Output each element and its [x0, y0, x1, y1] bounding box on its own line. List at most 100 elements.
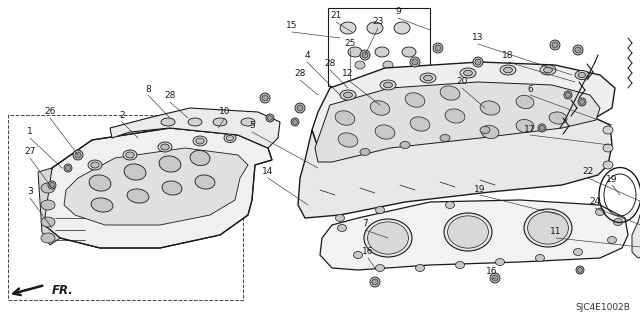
Ellipse shape [64, 164, 72, 172]
Ellipse shape [376, 264, 385, 271]
Ellipse shape [540, 65, 556, 75]
Ellipse shape [490, 273, 500, 283]
Text: 6: 6 [527, 85, 533, 93]
Ellipse shape [573, 45, 583, 55]
Ellipse shape [495, 258, 504, 265]
Ellipse shape [527, 212, 568, 244]
Ellipse shape [492, 275, 498, 281]
Ellipse shape [124, 164, 146, 180]
Ellipse shape [603, 161, 613, 169]
Text: 24: 24 [589, 197, 600, 206]
Ellipse shape [161, 118, 175, 126]
Text: 13: 13 [472, 33, 484, 42]
Ellipse shape [41, 183, 55, 193]
Ellipse shape [456, 262, 465, 269]
Ellipse shape [50, 182, 54, 187]
Ellipse shape [435, 45, 441, 51]
Ellipse shape [337, 225, 346, 232]
Text: 9: 9 [395, 8, 401, 17]
Ellipse shape [188, 118, 202, 126]
Ellipse shape [190, 151, 210, 166]
Ellipse shape [375, 47, 389, 57]
Ellipse shape [75, 152, 81, 158]
Text: 2: 2 [119, 112, 125, 121]
Ellipse shape [367, 222, 408, 254]
Text: 26: 26 [44, 108, 56, 116]
Ellipse shape [405, 93, 425, 107]
Text: 12: 12 [342, 70, 354, 78]
Ellipse shape [295, 103, 305, 113]
Text: 19: 19 [606, 174, 618, 183]
Ellipse shape [573, 249, 582, 256]
Ellipse shape [516, 95, 534, 108]
Text: 8: 8 [145, 85, 151, 93]
Ellipse shape [335, 111, 355, 125]
Ellipse shape [536, 255, 545, 262]
Text: 21: 21 [330, 11, 342, 20]
Ellipse shape [578, 268, 582, 272]
Ellipse shape [543, 67, 552, 73]
Ellipse shape [367, 22, 383, 34]
Ellipse shape [463, 70, 472, 76]
Ellipse shape [292, 120, 298, 124]
Ellipse shape [516, 119, 534, 133]
Ellipse shape [297, 105, 303, 111]
Ellipse shape [260, 93, 270, 103]
Ellipse shape [227, 135, 234, 141]
Ellipse shape [340, 22, 356, 34]
Ellipse shape [372, 279, 378, 285]
Ellipse shape [123, 150, 137, 160]
Ellipse shape [433, 43, 443, 53]
Polygon shape [64, 148, 248, 225]
Ellipse shape [213, 118, 227, 126]
Ellipse shape [370, 277, 380, 287]
Text: 5: 5 [249, 122, 255, 130]
Ellipse shape [549, 112, 567, 124]
Ellipse shape [291, 118, 299, 126]
Ellipse shape [89, 175, 111, 191]
Ellipse shape [614, 219, 623, 226]
Ellipse shape [360, 149, 370, 155]
Ellipse shape [578, 72, 586, 78]
Ellipse shape [444, 213, 492, 251]
Ellipse shape [158, 142, 172, 152]
Ellipse shape [415, 264, 424, 271]
Text: 4: 4 [304, 51, 310, 61]
Ellipse shape [88, 160, 102, 170]
Ellipse shape [473, 57, 483, 67]
Ellipse shape [195, 175, 215, 189]
Ellipse shape [65, 166, 70, 170]
Ellipse shape [538, 124, 546, 132]
Ellipse shape [41, 233, 55, 243]
Ellipse shape [575, 47, 581, 53]
Ellipse shape [603, 144, 613, 152]
Ellipse shape [355, 61, 365, 69]
Text: 17: 17 [524, 124, 536, 133]
Ellipse shape [445, 202, 454, 209]
Ellipse shape [445, 109, 465, 123]
Ellipse shape [603, 126, 613, 134]
Ellipse shape [348, 47, 362, 57]
Ellipse shape [578, 98, 586, 106]
Ellipse shape [364, 219, 412, 257]
Ellipse shape [504, 67, 513, 73]
Ellipse shape [424, 75, 433, 81]
Ellipse shape [48, 181, 56, 189]
Text: 7: 7 [362, 219, 368, 228]
Text: 28: 28 [164, 92, 176, 100]
Ellipse shape [440, 135, 450, 142]
Bar [328, 8, 430, 86]
Ellipse shape [412, 59, 418, 65]
Ellipse shape [127, 189, 149, 203]
Polygon shape [632, 208, 640, 258]
Ellipse shape [500, 65, 516, 75]
Ellipse shape [161, 144, 169, 150]
Text: 10: 10 [220, 108, 231, 116]
Ellipse shape [196, 138, 204, 144]
Ellipse shape [73, 150, 83, 160]
Ellipse shape [480, 127, 490, 133]
Ellipse shape [400, 142, 410, 149]
Ellipse shape [224, 133, 236, 143]
Text: 27: 27 [24, 147, 36, 157]
Ellipse shape [410, 117, 430, 131]
